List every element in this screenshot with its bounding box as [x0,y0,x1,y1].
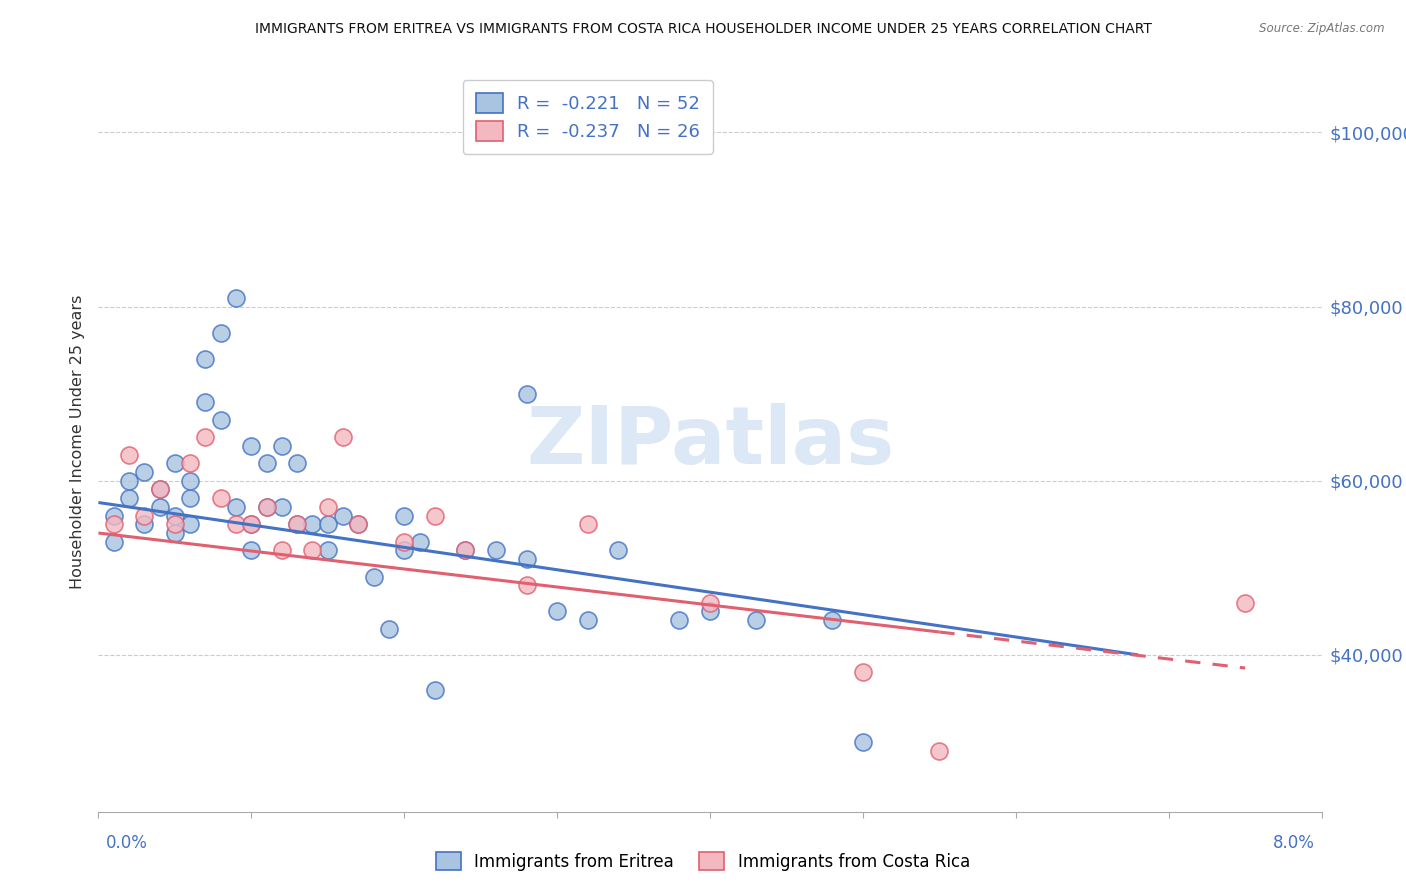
Point [179,491,201,505]
Point [256,456,278,470]
Point [408,534,430,549]
Point [225,500,247,514]
Point [194,430,217,444]
Point [118,474,141,488]
Point [516,578,538,592]
Point [485,543,508,558]
Point [209,326,232,340]
Text: Source: ZipAtlas.com: Source: ZipAtlas.com [1260,22,1385,36]
Point [194,395,217,409]
Point [209,491,232,505]
Point [103,534,125,549]
Point [699,604,721,618]
Point [179,456,201,470]
Point [363,569,385,583]
Point [576,517,599,532]
Point [194,351,217,366]
Point [118,448,141,462]
Point [576,613,599,627]
Point [209,413,232,427]
Point [852,665,875,680]
Point [179,517,201,532]
Point [270,543,294,558]
Point [516,386,538,401]
Point [270,500,294,514]
Point [392,534,416,549]
Point [256,500,278,514]
Point [225,517,247,532]
Point [454,543,477,558]
Point [392,508,416,523]
Point [454,543,477,558]
Point [301,543,323,558]
Point [163,508,186,523]
Point [347,517,370,532]
Legend: Immigrants from Eritrea, Immigrants from Costa Rica: Immigrants from Eritrea, Immigrants from… [427,844,979,880]
Point [378,622,401,636]
Point [240,517,263,532]
Y-axis label: Householder Income Under 25 years: Householder Income Under 25 years [70,294,86,589]
Point [240,543,263,558]
Point [240,439,263,453]
Point [423,682,446,697]
Point [285,456,308,470]
Text: 8.0%: 8.0% [1272,834,1315,852]
Point [316,517,339,532]
Point [821,613,844,627]
Point [852,735,875,749]
Point [392,543,416,558]
Point [285,517,308,532]
Text: ZIPatlas: ZIPatlas [526,402,894,481]
Text: 0.0%: 0.0% [105,834,148,852]
Point [301,517,323,532]
Point [1234,596,1257,610]
Point [516,552,538,566]
Point [240,517,263,532]
Point [285,517,308,532]
Point [928,744,950,758]
Point [546,604,568,618]
Point [118,491,141,505]
Point [332,508,354,523]
Point [270,439,294,453]
Point [149,483,172,497]
Point [134,517,156,532]
Point [163,526,186,541]
Point [163,456,186,470]
Point [347,517,370,532]
Point [134,508,156,523]
Point [149,500,172,514]
Point [699,596,721,610]
Point [163,517,186,532]
Point [103,517,125,532]
Point [745,613,768,627]
Point [179,474,201,488]
Point [668,613,690,627]
Point [316,543,339,558]
Point [316,500,339,514]
Text: IMMIGRANTS FROM ERITREA VS IMMIGRANTS FROM COSTA RICA HOUSEHOLDER INCOME UNDER 2: IMMIGRANTS FROM ERITREA VS IMMIGRANTS FR… [254,22,1152,37]
Point [423,508,446,523]
Point [256,500,278,514]
Point [607,543,630,558]
Legend: R =  -0.221   N = 52, R =  -0.237   N = 26: R = -0.221 N = 52, R = -0.237 N = 26 [463,80,713,153]
Point [225,291,247,305]
Point [134,465,156,479]
Point [149,483,172,497]
Point [332,430,354,444]
Point [103,508,125,523]
